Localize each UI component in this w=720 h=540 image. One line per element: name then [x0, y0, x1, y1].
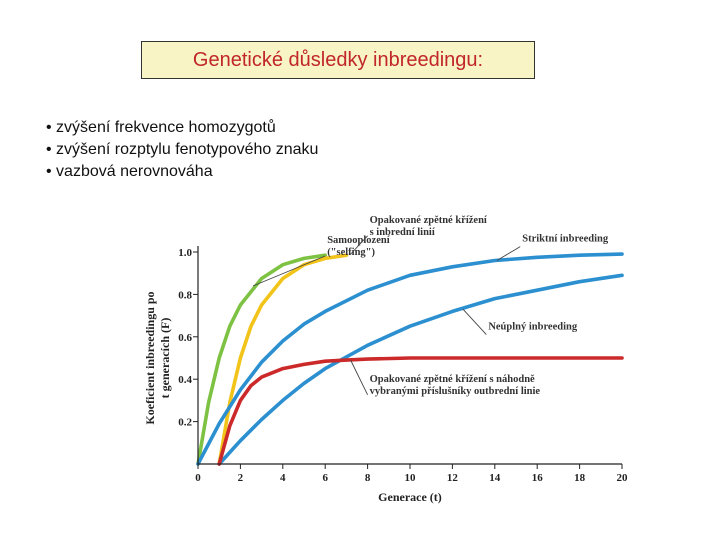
x-axis-label: Generace (t) — [378, 490, 442, 504]
annotation-text: s inbrední linií — [370, 227, 436, 238]
series-line-5 — [217, 356, 624, 466]
annotation-leader — [350, 359, 369, 396]
inbreeding-chart: 0 2 4 6 8 10 12 14 16 18 20 0.2 0.4 0.6 0.8 1.0 Generace… — [143, 215, 628, 504]
y-tick-label: 1.0 — [178, 247, 192, 259]
x-tick-label: 2 — [238, 472, 244, 484]
annotation-leader — [350, 235, 368, 255]
y-tick-label: 0.4 — [178, 374, 192, 386]
y-tick-label: 0.8 — [178, 289, 192, 301]
y-tick-label: 0.2 — [178, 417, 192, 429]
bullet-list: zvýšení frekvence homozygotů zvýšení roz… — [46, 117, 318, 183]
x-tick-label: 10 — [405, 472, 417, 484]
y-tick-label: 0.6 — [178, 332, 192, 344]
bullet-item: vazbová nerovnováha — [46, 161, 318, 183]
annotation-text: Striktní inbreeding — [522, 234, 609, 245]
bullet-item: zvýšení rozptylu fenotypového znaku — [46, 139, 318, 161]
annotation-leader — [496, 246, 521, 261]
x-tick-label: 18 — [574, 472, 586, 484]
annotation-text: vybranými příslušníky outbrední linie — [370, 386, 541, 397]
annotation-leader — [252, 255, 326, 287]
axes-layer: 0 2 4 6 8 10 12 14 16 18 20 0.2 0.4 0.6 0.8 1.0 Generace… — [143, 246, 628, 504]
x-tick-label: 4 — [280, 472, 286, 484]
x-tick-label: 8 — [365, 472, 371, 484]
slide-title: Genetické důsledky inbreedingu: — [141, 41, 535, 79]
x-tick-label: 12 — [447, 472, 459, 484]
series-line-2 — [217, 253, 349, 466]
annotation-text: Samooplození — [327, 235, 391, 246]
x-tick-label: 20 — [617, 472, 629, 484]
series-line-1 — [196, 253, 327, 466]
annotation-text: Neúplný inbreeding — [488, 322, 578, 333]
x-tick-label: 6 — [322, 472, 328, 484]
x-tick-label: 16 — [532, 472, 544, 484]
annotation-text: Opakované zpětné křížení s náhodně — [370, 374, 535, 385]
annotation-leader — [462, 308, 487, 335]
bullet-item: zvýšení frekvence homozygotů — [46, 117, 318, 139]
annotation-text: ("selfing") — [327, 247, 375, 258]
series-line-4 — [217, 273, 624, 466]
annotation-text: Opakované zpětné křížení — [370, 215, 488, 226]
x-tick-label: 14 — [489, 472, 501, 484]
y-axis-label-line2: t generacích (F) — [158, 318, 172, 399]
x-tick-label: 0 — [195, 472, 201, 484]
series-layer — [196, 252, 624, 466]
series-line-3 — [196, 252, 624, 466]
annotation-layer: Samooplození("selfing") Opakované zpětné … — [252, 215, 609, 397]
y-axis-label: Koeficient inbreedingu po — [143, 291, 157, 424]
